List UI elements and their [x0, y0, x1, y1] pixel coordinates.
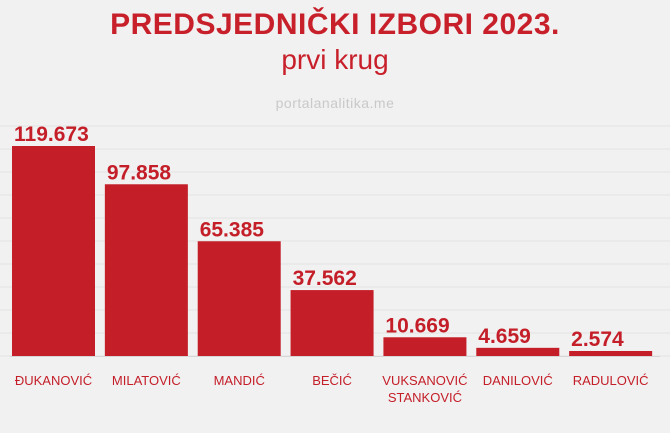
bar: [383, 337, 467, 356]
category-label: VUKSANOVIĆ: [382, 373, 467, 388]
bar: [290, 290, 374, 356]
value-label: 119.673: [14, 123, 89, 146]
value-label: 2.574: [571, 328, 624, 351]
chart-subtitle: prvi krug: [281, 44, 389, 75]
value-label: 65.385: [200, 218, 265, 241]
bar: [197, 241, 281, 356]
bar: [12, 146, 95, 356]
category-label: ĐUKANOVIĆ: [15, 373, 92, 388]
value-label: 4.659: [478, 325, 531, 348]
category-label: MANDIĆ: [214, 373, 265, 388]
value-label: 37.562: [293, 267, 357, 290]
watermark: portalanalitika.me: [275, 95, 395, 111]
chart-title: PREDSJEDNIČKI IZBORI 2023.: [110, 8, 560, 41]
bar: [104, 184, 188, 356]
category-label: STANKOVIĆ: [388, 390, 462, 405]
category-label: RADULOVIĆ: [573, 373, 649, 388]
bar: [569, 351, 653, 356]
value-label: 97.858: [107, 161, 172, 184]
category-label: BEČIĆ: [312, 373, 352, 388]
category-label: DANILOVIĆ: [483, 373, 553, 388]
category-label: MILATOVIĆ: [112, 373, 181, 388]
bar: [476, 347, 560, 356]
value-label: 10.669: [385, 314, 449, 337]
